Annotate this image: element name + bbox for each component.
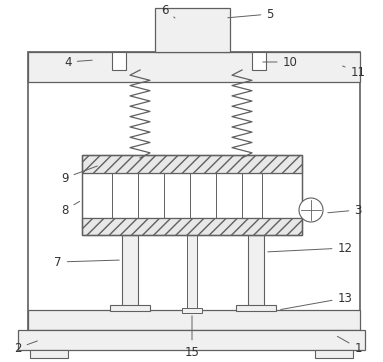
Bar bbox=[110, 305, 150, 311]
Bar bbox=[28, 310, 360, 330]
Circle shape bbox=[299, 198, 323, 222]
Text: 15: 15 bbox=[185, 316, 200, 358]
Text: 8: 8 bbox=[61, 201, 80, 216]
Text: 10: 10 bbox=[263, 55, 298, 68]
Bar bbox=[122, 235, 138, 308]
Bar bbox=[187, 235, 197, 310]
Bar bbox=[82, 155, 302, 173]
Bar bbox=[112, 52, 126, 70]
Text: 1: 1 bbox=[337, 336, 362, 354]
Text: 3: 3 bbox=[328, 203, 362, 216]
Text: 13: 13 bbox=[281, 291, 352, 310]
Bar bbox=[182, 308, 202, 313]
Bar bbox=[28, 52, 360, 330]
Text: 5: 5 bbox=[228, 8, 274, 21]
Bar bbox=[82, 218, 302, 235]
Bar bbox=[252, 52, 266, 70]
Bar bbox=[315, 350, 353, 358]
Bar bbox=[155, 8, 230, 52]
Bar bbox=[28, 52, 360, 82]
Bar bbox=[18, 330, 365, 350]
Text: 6: 6 bbox=[161, 4, 175, 18]
Bar bbox=[82, 155, 302, 235]
Text: 11: 11 bbox=[342, 66, 365, 79]
Bar bbox=[30, 350, 68, 358]
Text: 7: 7 bbox=[54, 256, 119, 269]
Text: 9: 9 bbox=[61, 166, 97, 185]
Text: 2: 2 bbox=[14, 341, 38, 354]
Bar bbox=[236, 305, 276, 311]
Bar bbox=[82, 173, 302, 218]
Text: 4: 4 bbox=[64, 55, 92, 68]
Text: 12: 12 bbox=[268, 241, 352, 254]
Bar bbox=[248, 235, 264, 308]
